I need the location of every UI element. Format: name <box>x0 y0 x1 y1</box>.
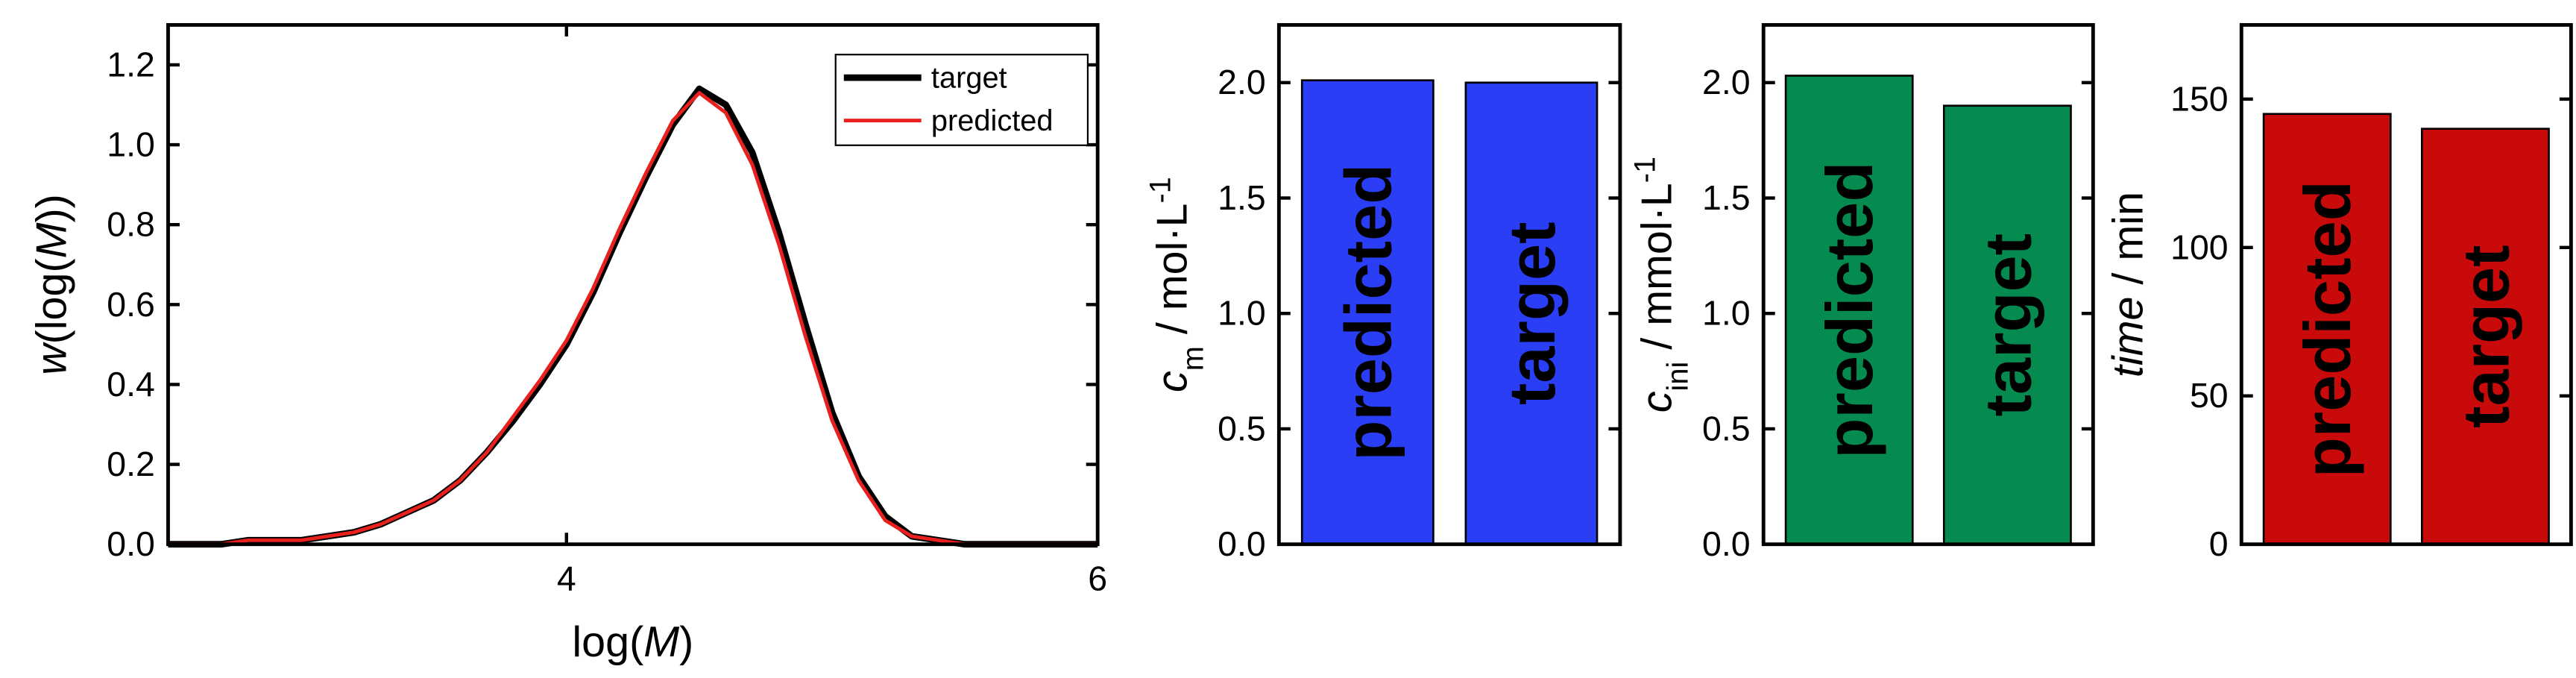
label-part: -1 <box>1628 157 1661 183</box>
y-tick-label: 2.0 <box>1702 63 1751 101</box>
axis-label: cm / mol·L-1 <box>1144 177 1210 392</box>
y-tick-label: 0.0 <box>1218 524 1266 563</box>
bar <box>2262 113 2392 546</box>
y-tick-label: 1.2 <box>107 45 155 84</box>
y-tick-label: 0.5 <box>1702 409 1751 448</box>
axes-frame <box>166 22 1100 547</box>
y-tick-label: 0.0 <box>1702 524 1751 563</box>
y-tick-label: 1.0 <box>1702 294 1751 333</box>
x-tick-label: 6 <box>1088 559 1107 598</box>
chart-panel: 0.0 0.5 1.0 1.5 2.0 predicted target <box>1218 22 1622 563</box>
label-part: time <box>2105 297 2153 378</box>
bar-category-label: predicted <box>1331 164 1405 461</box>
y-tick-label: 0.8 <box>107 205 155 244</box>
chart-panel: 0.0 0.5 1.0 1.5 2.0 predicted target <box>1702 22 2095 563</box>
label-part: c <box>1633 391 1681 412</box>
bar <box>2420 128 2550 546</box>
label-part: w <box>28 342 75 375</box>
label-part: m <box>1177 346 1210 371</box>
legend-label: target <box>931 61 1007 94</box>
label-part: / min <box>2105 192 2153 297</box>
axis-label: log(M) <box>572 618 693 666</box>
bar <box>1784 75 1914 546</box>
x-tick-label: 4 <box>557 559 576 598</box>
y-tick-label: 1.5 <box>1702 178 1751 217</box>
y-tick-label: 0.0 <box>107 524 155 563</box>
axes-frame <box>1761 22 2095 547</box>
data-line <box>168 91 1098 547</box>
data-line <box>168 85 1098 548</box>
y-tick-label: 0.5 <box>1218 409 1266 448</box>
label-part: log( <box>572 618 643 666</box>
legend-label: predicted <box>931 104 1054 137</box>
y-tick-label: 150 <box>2170 79 2228 118</box>
axis-label: w(log(M)) <box>28 194 75 375</box>
y-tick-label: 100 <box>2170 227 2228 266</box>
y-tick-label: 0.6 <box>107 285 155 324</box>
bar-category-label: target <box>1971 233 2044 417</box>
label-part: -1 <box>1144 177 1177 203</box>
label-part: / mmol·L <box>1633 183 1681 361</box>
y-tick-label: 1.0 <box>107 125 155 164</box>
axis-label: cini / mmol·L-1 <box>1628 157 1694 412</box>
y-tick-label: 0.4 <box>107 365 155 404</box>
y-tick-label: 1.0 <box>1218 294 1266 333</box>
label-part: ) <box>679 618 693 666</box>
bar-category-label: target <box>2449 245 2522 428</box>
label-part: c <box>1149 371 1197 392</box>
chart-panel: 0.0 0.2 0.4 0.6 0.8 1.0 1.2 4 6 target predicted <box>107 22 1107 598</box>
bar-category-label: predicted <box>1813 162 1886 459</box>
y-tick-label: 0 <box>2209 524 2229 563</box>
label-part: / mol·L <box>1149 203 1197 346</box>
chart-panel: 0 50 100 150 predicted target <box>2170 22 2573 563</box>
axes-frame <box>2239 22 2573 547</box>
y-tick-label: 1.5 <box>1218 178 1266 217</box>
label-part: M <box>643 618 679 666</box>
label-part: )) <box>28 194 75 222</box>
bar-category-label: predicted <box>2290 181 2364 477</box>
bar <box>1300 79 1435 546</box>
bar <box>1464 81 1599 546</box>
axis-label: time / min <box>2105 192 2153 377</box>
legend-box <box>834 54 1089 146</box>
label-part: ini <box>1661 362 1694 392</box>
label-part: (log( <box>28 258 75 344</box>
y-tick-label: 2.0 <box>1218 63 1266 101</box>
axes-frame <box>1276 22 1622 547</box>
label-part: M <box>28 222 75 258</box>
y-tick-label: 50 <box>2190 376 2229 415</box>
bar-category-label: target <box>1495 222 1569 405</box>
bar <box>1942 104 2072 546</box>
y-tick-label: 0.2 <box>107 445 155 483</box>
